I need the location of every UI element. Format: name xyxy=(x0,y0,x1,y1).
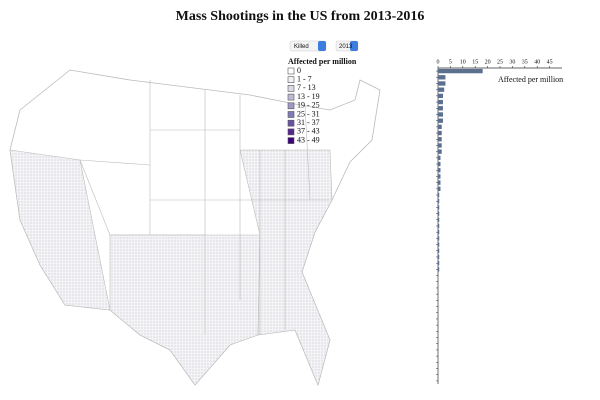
x-tick-label: 20 xyxy=(485,59,491,65)
x-tick-label: 35 xyxy=(522,59,528,65)
bar-chart: 0 5 10 15 20 25 30 35 40 45 xyxy=(436,59,562,384)
state-region xyxy=(239,149,333,386)
bar xyxy=(438,230,440,235)
bar xyxy=(438,124,442,130)
bar xyxy=(438,137,442,142)
legend-swatch xyxy=(287,128,295,136)
state-borders xyxy=(79,80,330,335)
bar xyxy=(438,242,440,247)
select-value[interactable]: 2013 xyxy=(339,44,353,50)
legend-label: 0 xyxy=(297,66,301,75)
legend-swatch xyxy=(287,67,295,75)
measure-select[interactable]: Killed xyxy=(289,40,327,52)
page-title: Mass Shootings in the US from 2013-2016 xyxy=(176,9,425,24)
bar xyxy=(438,174,441,179)
year-select[interactable]: 2013 xyxy=(335,40,359,52)
legend-label: 1 - 7 xyxy=(297,75,312,84)
bar xyxy=(438,106,443,111)
legend-label: 19 - 25 xyxy=(297,101,320,110)
bar xyxy=(438,149,442,154)
legend-label: 25 - 31 xyxy=(297,109,320,118)
legend-label: 7 - 13 xyxy=(297,83,316,92)
x-tick-label: 45 xyxy=(547,59,553,65)
x-tick-label: 0 xyxy=(437,59,440,65)
bar xyxy=(438,254,440,260)
bar xyxy=(438,248,440,253)
bar xyxy=(438,199,440,204)
bar xyxy=(438,205,440,210)
legend-label: 13 - 19 xyxy=(297,92,320,101)
state-region xyxy=(109,234,261,386)
bar xyxy=(438,267,440,272)
bar xyxy=(438,118,443,123)
x-tick-label: 10 xyxy=(460,59,466,65)
bar xyxy=(438,168,441,173)
legend-swatch xyxy=(287,137,295,144)
legend-swatch xyxy=(287,119,295,127)
bar xyxy=(438,180,441,185)
legend-swatch xyxy=(287,76,295,83)
bar-chart-title: Affected per million xyxy=(498,75,563,84)
bar xyxy=(438,143,442,148)
x-tick-label: 40 xyxy=(534,59,540,65)
legend-swatch xyxy=(287,93,295,101)
bar xyxy=(438,186,441,191)
bar xyxy=(438,81,446,86)
legend-label: 31 - 37 xyxy=(297,118,320,127)
legend-swatch xyxy=(287,111,295,118)
legend-swatch xyxy=(287,85,295,92)
legend-title: Affected per million xyxy=(288,57,357,66)
select-value[interactable]: Killed xyxy=(294,44,309,50)
bar xyxy=(438,68,483,74)
bar xyxy=(438,130,442,136)
bar xyxy=(438,211,440,216)
legend-swatch xyxy=(287,102,295,110)
x-tick-label: 30 xyxy=(509,59,515,65)
bar xyxy=(438,112,443,117)
x-tick-label: 15 xyxy=(472,59,478,65)
map xyxy=(9,69,381,387)
legend-label: 43 - 49 xyxy=(297,135,320,144)
bar xyxy=(438,236,440,241)
bar xyxy=(438,75,446,80)
bar xyxy=(438,223,440,229)
bar xyxy=(438,93,443,99)
bar xyxy=(438,161,441,167)
bar xyxy=(438,99,443,105)
x-tick-label: 25 xyxy=(497,59,503,65)
bar xyxy=(438,192,440,198)
x-tick-label: 5 xyxy=(449,59,452,65)
bar xyxy=(438,155,441,161)
bar xyxy=(438,217,440,222)
bar xyxy=(438,261,440,266)
legend-label: 37 - 43 xyxy=(297,127,320,136)
bar xyxy=(438,87,445,92)
